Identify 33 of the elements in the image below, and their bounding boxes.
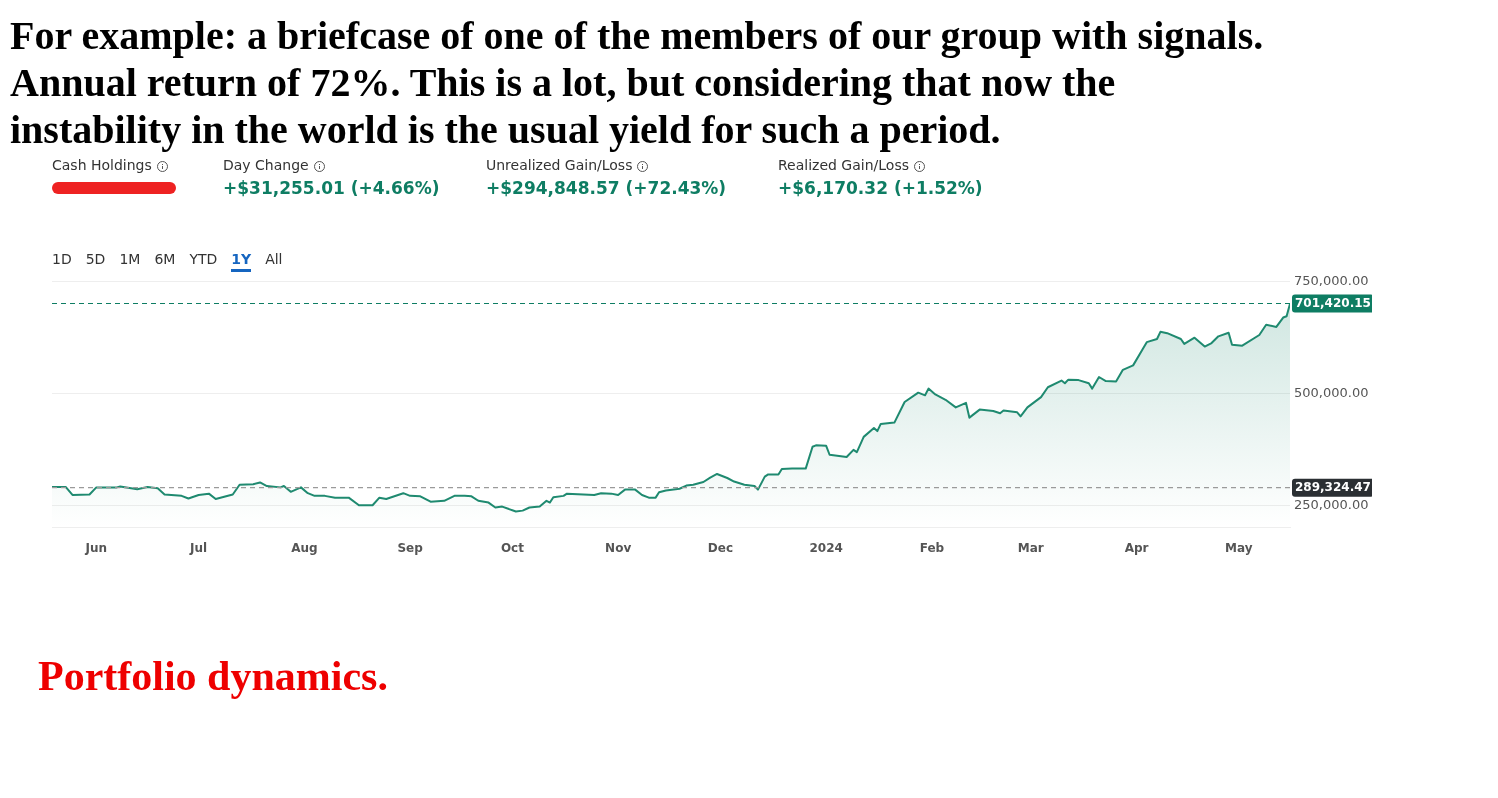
- text: YTD: [189, 251, 218, 269]
- text: 1Y: [231, 251, 252, 272]
- chart-title: For example: a briefcase of one of the members of our group with signals. Annual return of 72%. This is a lot, but considering that now the instability in the world is the usual yield for such a period.: [10, 12, 1264, 153]
- x-tick-label: 2024: [809, 540, 843, 555]
- x-tick-label: Jun: [84, 540, 108, 555]
- x-tick-label: Apr: [1124, 540, 1149, 555]
- x-tick-label: Sep: [397, 540, 424, 555]
- text: 5D: [85, 251, 106, 269]
- x-tick-label: Dec: [707, 540, 734, 555]
- text: Cash Holdings: [52, 157, 153, 173]
- ref-line-label: 289,324.47: [1295, 479, 1371, 494]
- text: Realized Gain/Loss: [778, 157, 910, 173]
- x-tick-label: Mar: [1017, 540, 1044, 555]
- text: Day Change: [223, 157, 310, 173]
- x-tick-label: Jul: [189, 540, 208, 555]
- x-tick-label: Oct: [500, 540, 525, 555]
- y-tick-label: 250,000.00: [1294, 496, 1369, 512]
- ref-line-label: 701,420.15: [1295, 295, 1371, 310]
- text: +$31,255.01 (+4.66%): [223, 178, 440, 198]
- x-tick-label: May: [1225, 540, 1253, 555]
- text: Portfolio dynamics.: [38, 652, 388, 700]
- x-tick-label: Nov: [605, 540, 632, 555]
- x-tick-label: Feb: [919, 540, 945, 555]
- text: 6M: [154, 251, 176, 269]
- x-tick-label: Aug: [291, 540, 318, 555]
- y-tick-label: 500,000.00: [1294, 384, 1369, 400]
- y-tick-label: 750,000.00: [1294, 273, 1369, 289]
- text: +$294,848.57 (+72.43%): [486, 178, 727, 198]
- text: 1D: [52, 251, 72, 269]
- text: 1M: [119, 251, 141, 269]
- text: +$6,170.32 (+1.52%): [778, 178, 983, 198]
- text: Unrealized Gain/Loss: [486, 157, 634, 173]
- text: All: [265, 251, 283, 269]
